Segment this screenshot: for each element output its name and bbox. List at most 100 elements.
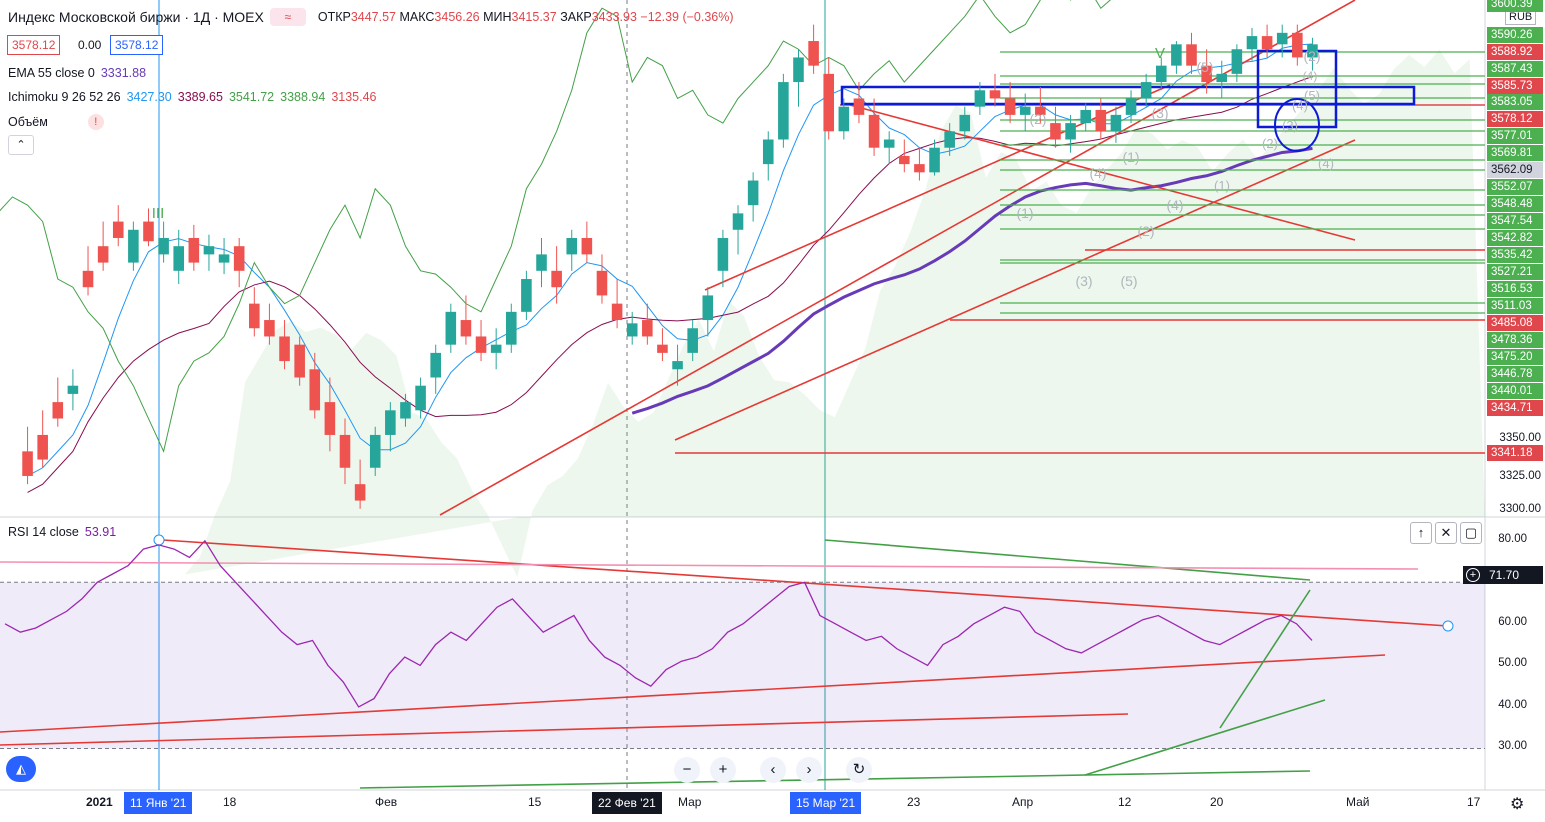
maximize-pane-button[interactable]: ↑	[1410, 522, 1432, 544]
candle-body	[112, 221, 124, 238]
bid-price[interactable]: 3578.12	[7, 35, 61, 55]
close-pane-button[interactable]: ✕	[1435, 522, 1457, 544]
wave-label: (2)	[1137, 223, 1154, 239]
price-tag: 3583.05	[1487, 94, 1543, 110]
candle-body	[1110, 114, 1122, 132]
candle-body	[989, 90, 1001, 99]
warning-icon[interactable]: !	[87, 114, 104, 130]
wave-label: V	[1155, 45, 1165, 62]
candle-body	[732, 213, 744, 230]
pane-window-button[interactable]: ▢	[1460, 522, 1482, 544]
wave-label: (3)	[1151, 105, 1168, 121]
candle-body	[566, 237, 578, 255]
candlestick-series	[22, 24, 1318, 509]
price-tag: 3585.73	[1487, 78, 1543, 94]
candle-body	[1155, 65, 1167, 83]
candle-body	[1065, 123, 1076, 140]
wave-label: (1)	[1214, 178, 1230, 193]
rsi-trend-line	[359, 770, 1311, 789]
candle-body	[505, 311, 517, 345]
ichimoku-legend[interactable]: Ichimoku 9 26 52 26 3427.30 3389.65 3541…	[8, 90, 377, 104]
ema-legend[interactable]: EMA 55 close 0 3331.88	[8, 66, 147, 80]
wave-label: (5)	[1120, 273, 1137, 289]
compare-toggle[interactable]: ≈	[269, 8, 306, 26]
price-axis-label: 3300.00	[1499, 503, 1541, 515]
zoom-out-button[interactable]: −	[674, 757, 700, 783]
candle-body	[762, 139, 774, 165]
scroll-left-button[interactable]: ‹	[760, 757, 786, 783]
candle-body	[264, 320, 275, 337]
candle-body	[1261, 36, 1273, 50]
candle-body	[128, 229, 139, 263]
ema-55-line	[631, 146, 1313, 415]
grid-lines	[0, 0, 1545, 791]
settings-gear-icon[interactable]: ⚙	[1510, 796, 1525, 813]
rsi-axis-label: 30.00	[1498, 740, 1527, 753]
candle-body	[415, 385, 426, 411]
symbol-title[interactable]: Индекс Московской биржи · 1Д · MOEX	[8, 9, 264, 25]
candle-body	[339, 434, 351, 468]
candle-body	[1307, 44, 1318, 58]
price-tag: 3590.26	[1487, 27, 1543, 43]
circle-annotation	[1274, 98, 1320, 152]
wave-label: (4)	[1303, 69, 1318, 83]
price-tag: 3547.54	[1487, 213, 1543, 229]
candle-body	[611, 303, 623, 321]
rsi-trend-line	[824, 539, 1311, 581]
candle-body	[1125, 98, 1137, 115]
candle-body	[1216, 73, 1228, 83]
rsi-current-tag: 71.70	[1463, 566, 1543, 584]
price-tag: 3485.08	[1487, 315, 1543, 331]
candle-body	[883, 139, 895, 148]
wave-label: (1)	[1016, 205, 1033, 221]
volume-legend[interactable]: Объём !	[8, 114, 104, 130]
price-tag: 3588.92	[1487, 44, 1543, 60]
price-tag: 3440.01	[1487, 383, 1543, 399]
time-axis-label: 18	[223, 795, 237, 809]
price-tag: 3578.12	[1487, 111, 1543, 127]
candle-body	[218, 254, 230, 263]
kijun-line	[27, 76, 1313, 493]
candle-body	[1050, 123, 1061, 140]
candle-body	[626, 323, 638, 337]
wave-label: (4)	[1166, 197, 1183, 213]
currency-label[interactable]: RUB	[1505, 9, 1537, 25]
candle-body	[324, 402, 336, 435]
candle-body	[490, 344, 502, 353]
time-axis-label: Мар	[678, 795, 702, 809]
tradingview-logo-icon[interactable]: ◭	[6, 756, 36, 782]
trend-drawings	[0, 0, 1485, 789]
rsi-axis-label: 50.00	[1498, 657, 1527, 670]
ichimoku-cloud	[184, 49, 1485, 578]
anchor-point	[153, 534, 165, 546]
candle-body	[279, 336, 290, 362]
price-tag: 3569.81	[1487, 145, 1543, 161]
candle-body	[838, 106, 850, 132]
anchor-point	[1442, 620, 1454, 632]
candle-body	[143, 221, 154, 242]
trend-line	[704, 84, 1171, 291]
candle-body	[974, 90, 986, 107]
spread-value: 0.00	[74, 36, 106, 54]
rsi-series	[4, 539, 1313, 708]
price-tag: 3542.82	[1487, 230, 1543, 246]
price-tag: 3562.09	[1487, 162, 1543, 178]
rsi-trend-line	[1084, 699, 1326, 776]
rsi-band	[0, 582, 1485, 749]
time-axis-label: Фев	[375, 795, 398, 809]
price-tag: 3478.36	[1487, 332, 1543, 348]
rsi-legend[interactable]: RSI 14 close 53.91	[8, 525, 117, 539]
ask-price[interactable]: 3578.12	[110, 35, 164, 55]
trend-line	[849, 104, 1356, 241]
candle-body	[22, 451, 33, 476]
add-level-icon[interactable]: +	[1466, 568, 1480, 582]
scroll-right-button[interactable]: ›	[796, 757, 822, 783]
price-tag: 3548.48	[1487, 196, 1543, 212]
reset-chart-button[interactable]: ↻	[846, 757, 872, 783]
candle-body	[203, 246, 215, 255]
time-axis-label: 17	[1467, 795, 1481, 809]
zoom-in-button[interactable]: +	[710, 757, 736, 783]
candle-body	[1231, 49, 1243, 74]
collapse-legend-button[interactable]: ⌃	[8, 135, 34, 155]
